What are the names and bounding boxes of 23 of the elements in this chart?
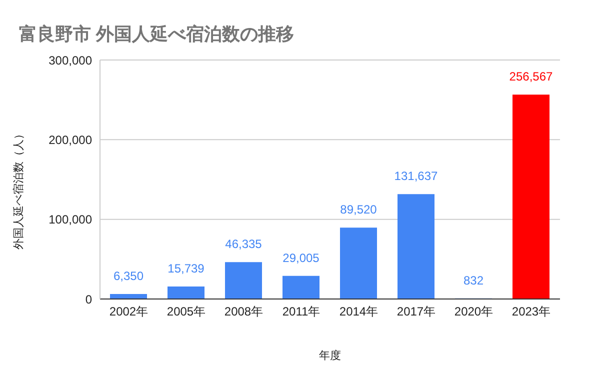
x-tick-label: 2008年: [224, 304, 264, 319]
x-tick-label: 2002年: [109, 304, 148, 319]
x-tick-label: 2005年: [166, 304, 206, 319]
data-label: 46,335: [225, 237, 262, 252]
y-tick-label: 200,000: [48, 132, 92, 147]
x-tick-label: 2023年: [512, 304, 551, 319]
chart-title: 富良野市 外国人延べ宿泊数の推移: [19, 23, 294, 46]
data-label: 131,637: [394, 169, 438, 184]
data-label: 256,567: [509, 70, 554, 84]
y-axis-title: 外国人延べ宿泊数（人）: [12, 128, 25, 250]
x-tick-label: 2011年: [282, 304, 320, 319]
y-tick-label: 100,000: [48, 212, 92, 227]
y-tick-label: 0: [85, 292, 92, 306]
data-label: 6,350: [113, 268, 144, 283]
data-label: 832: [463, 273, 484, 288]
x-tick-label: 2014年: [339, 304, 378, 319]
y-tick-label: 300,000: [48, 53, 92, 68]
data-label: 89,520: [340, 202, 378, 217]
x-tick-label: 2020年: [454, 304, 494, 319]
data-label: 15,739: [168, 261, 205, 276]
data-label: 29,005: [282, 250, 320, 265]
x-axis-title: 年度: [319, 349, 341, 362]
x-tick-label: 2017年: [396, 304, 436, 319]
